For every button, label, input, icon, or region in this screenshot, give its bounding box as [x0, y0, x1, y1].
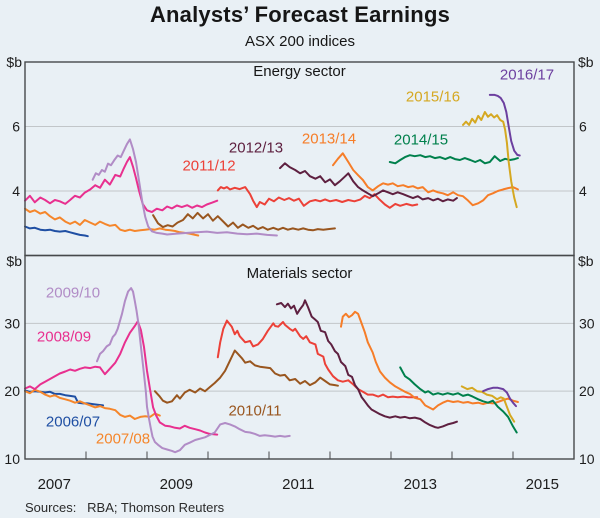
series-label-2014-15: 2014/15	[393, 131, 449, 149]
series-line-2014-15	[399, 366, 518, 434]
series-line-2012-13	[275, 299, 458, 429]
axis-unit-label-right: $b	[578, 54, 594, 70]
series-line-2013-14	[332, 152, 519, 207]
series-line-2014-15	[388, 154, 519, 165]
series-label-2010-11: 2010/11	[228, 402, 282, 420]
x-axis-year-label: 2015	[526, 476, 559, 493]
x-axis-year-label: 2013	[404, 476, 437, 493]
y-tick-label-right: 30	[579, 315, 595, 331]
series-label-2013-14: 2013/14	[301, 130, 357, 148]
series-label-2008-09: 2008/09	[36, 328, 92, 346]
series-line-2007-08	[24, 388, 161, 420]
axis-unit-label-right: $b	[578, 253, 594, 269]
series-line-2013-14	[340, 310, 519, 411]
series-label-2012-13: 2012/13	[228, 139, 284, 157]
series-line-2010-11	[153, 349, 339, 404]
series-line-2006-07	[24, 225, 89, 238]
panel-title-materials: Materials sector	[246, 265, 353, 282]
series-label-2007-08: 2007/08	[95, 430, 151, 448]
y-tick-label-right: 4	[579, 183, 587, 199]
sources-note: Sources: RBA; Thomson Reuters	[25, 500, 225, 515]
series-line-2011-12	[216, 319, 419, 399]
series-line-2009-10	[96, 287, 291, 454]
series-line-2012-13	[279, 162, 458, 203]
y-tick-label-left: 20	[4, 383, 20, 399]
series-line-2015-16	[460, 385, 516, 423]
x-axis-year-label: 2007	[38, 476, 71, 493]
series-line-2015-16	[462, 111, 518, 209]
series-label-2006-07: 2006/07	[45, 413, 101, 431]
series-line-2016-17	[482, 386, 517, 408]
series-line-2008-09	[24, 320, 219, 436]
y-tick-label-right: 20	[579, 383, 595, 399]
panel-border	[24, 254, 575, 460]
y-tick-label-left: 30	[4, 315, 20, 331]
y-tick-label-left: 10	[4, 451, 20, 467]
series-line-2011-12	[216, 186, 419, 209]
series-label-2016-17: 2016/17	[499, 66, 555, 84]
series-line-2008-09	[24, 156, 219, 213]
series-label-2009-10: 2009/10	[45, 284, 101, 302]
chart-title: Analysts’ Forecast Earnings	[149, 2, 451, 27]
chart-subtitle: ASX 200 indices	[244, 33, 356, 50]
y-tick-label-left: 6	[12, 119, 20, 135]
x-axis-year-label: 2009	[160, 476, 193, 493]
x-axis-year-label: 2011	[282, 476, 314, 493]
series-line-2009-10	[91, 138, 278, 237]
series-line-2016-17	[488, 93, 521, 157]
series-line-2010-11	[152, 211, 336, 232]
axis-unit-label-left: $b	[6, 54, 22, 70]
y-tick-label-left: 4	[12, 183, 20, 199]
y-tick-label-right: 10	[579, 451, 595, 467]
y-tick-label-right: 6	[579, 119, 587, 135]
panel-title-energy: Energy sector	[253, 63, 346, 80]
series-line-2007-08	[24, 207, 200, 237]
axis-unit-label-left: $b	[6, 253, 22, 269]
series-label-2015-16: 2015/16	[405, 88, 461, 106]
series-label-2011-12: 2011/12	[182, 157, 236, 175]
